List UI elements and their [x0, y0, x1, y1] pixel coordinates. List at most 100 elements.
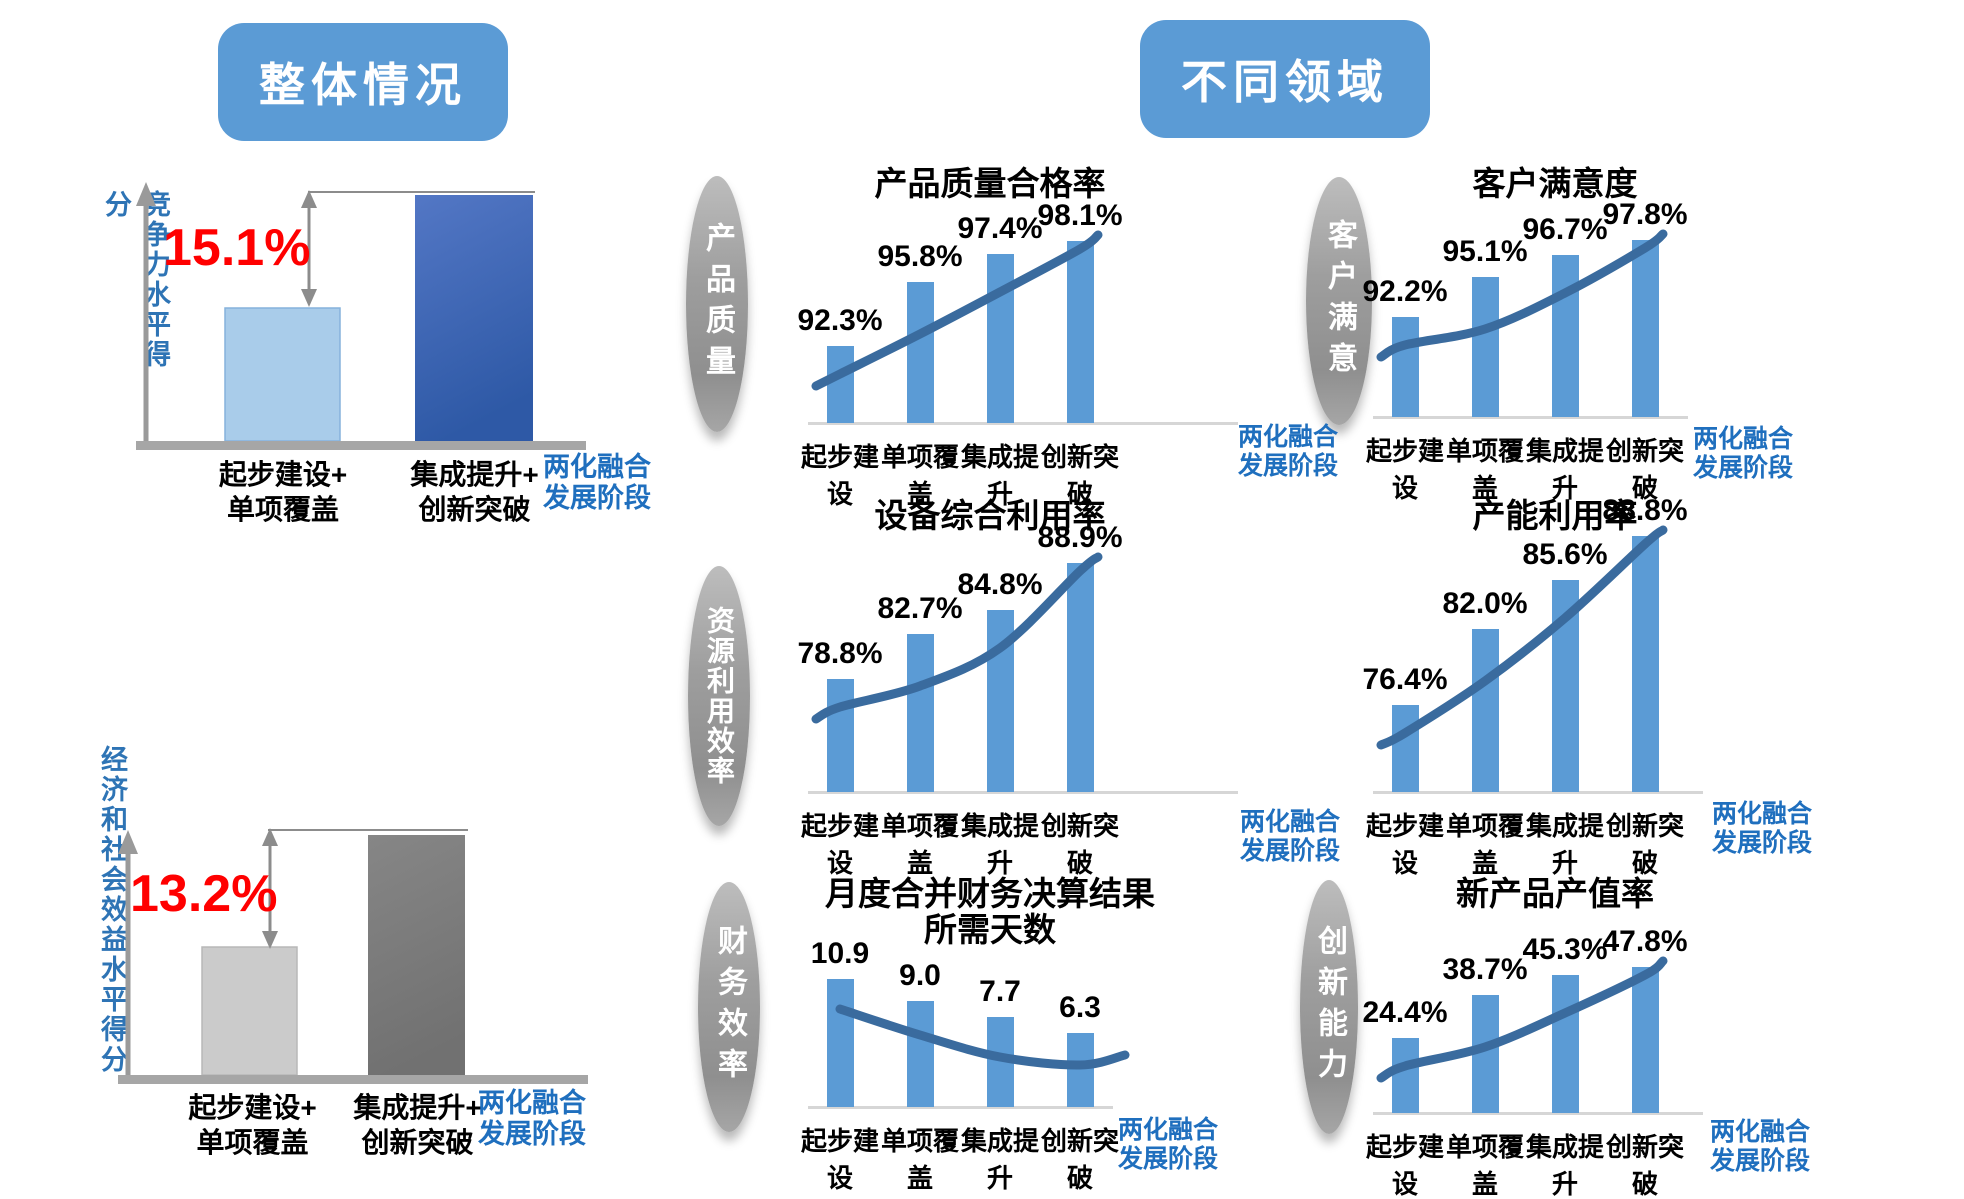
x-axis-baseline — [1373, 1112, 1703, 1115]
bar-集成提升 — [987, 610, 1014, 792]
x-axis-category: 单项覆盖 — [880, 1126, 959, 1193]
x-axis-category: 单项覆盖 — [880, 811, 959, 878]
plot-area: 24.4% 起步建设 38.7% 单项覆盖 45.3% 集成提升 47.8% 创新突破 — [1362, 923, 1715, 1199]
category-label: 资源利用效率 — [704, 606, 735, 786]
x-axis-baseline — [1373, 416, 1688, 419]
overall-benefit-chart — [118, 828, 588, 1084]
plot-area: 78.8% 起步建设 82.7% 单项覆盖 84.8% 集成提升 88.9% 创新突破 — [797, 521, 1238, 878]
bar-起步建设 — [1392, 317, 1419, 417]
x-axis-title-stage: 两化融合 发展阶段 — [543, 452, 651, 514]
mini-chart-monthly-closing-days: 月度合并财务决算结果 所需天数 10.9 起步建设 9.0 单项覆盖 7.7 集成提升 6.… — [801, 868, 1360, 1198]
y-axis-arrowhead-icon — [136, 182, 156, 206]
bar-起步建设 — [827, 679, 854, 792]
x-axis-category: 单项覆盖 — [1445, 811, 1524, 878]
x-axis-category: 起步建设 — [800, 442, 879, 509]
x-axis-category: 起步建设 — [800, 811, 879, 878]
x-axis-category: 集成提升 — [1525, 436, 1604, 503]
bar-单项覆盖 — [1472, 629, 1499, 792]
mini-chart-capacity-utilization: 产能利用率 76.4% 起步建设 82.0% 单项覆盖 85.6% 集成提升 88.8% 创新… — [1362, 490, 1930, 878]
category-ellipse-product-quality: 产品质量 — [686, 176, 748, 432]
chart-title: 新产品产值率 — [1456, 875, 1654, 912]
bar-单项覆盖 — [907, 282, 934, 423]
section-header-overall: 整体情况 — [218, 23, 508, 141]
section-header-domains: 不同领域 — [1140, 20, 1430, 138]
x-axis-baseline — [1373, 791, 1703, 794]
bar-value-label: 10.9 — [810, 937, 870, 970]
x-axis-category: 单项覆盖 — [880, 442, 959, 509]
bar-value-label: 76.4% — [1362, 663, 1448, 696]
x-axis-baseline — [136, 441, 586, 450]
bar-value-label: 24.4% — [1362, 996, 1448, 1029]
x-axis-title-stage: 两化融合 发展阶段 — [1240, 808, 1341, 865]
x-axis-category: 集成提升 — [960, 1126, 1039, 1193]
x-axis-title-stage: 两化融合 发展阶段 — [1693, 425, 1794, 482]
bar-起步建设 — [1392, 1038, 1419, 1113]
bar-value-label: 88.9% — [1037, 521, 1123, 554]
bar-创新突破 — [1632, 240, 1659, 417]
plot-area: 76.4% 起步建设 82.0% 单项覆盖 85.6% 集成提升 88.8% 创新突破 — [1362, 494, 1715, 878]
x-axis-category: 起步建设+ 单项覆盖 — [188, 1092, 317, 1158]
mini-chart-product-pass-rate: 产品质量合格率 92.3% 起步建设 95.8% 单项覆盖 97.4% 集成提升 98.1%… — [797, 158, 1360, 509]
chart-title: 设备综合利用率 — [874, 497, 1106, 534]
bar-创新突破 — [1632, 967, 1659, 1113]
category-ellipse-innovation: 创新能力 — [1300, 880, 1358, 1134]
x-axis-category: 集成提升 — [960, 811, 1039, 878]
bar-value-label: 88.8% — [1602, 494, 1688, 527]
bar-单项覆盖 — [907, 634, 934, 792]
category-ellipse-resource-efficiency: 资源利用效率 — [688, 566, 750, 826]
delta-label-benefit: 13.2% — [130, 865, 278, 923]
bar-value-label: 82.0% — [1442, 587, 1528, 620]
x-axis-baseline — [808, 422, 1238, 425]
bar-value-label: 92.3% — [797, 304, 883, 337]
mini-chart-new-product-output-rate: 新产品产值率 24.4% 起步建设 38.7% 单项覆盖 45.3% 集成提升 47.8% 创… — [1362, 868, 1930, 1199]
category-label: 客户满意 — [1323, 219, 1356, 383]
arrow-up-icon — [301, 190, 317, 208]
plot-area: 10.9 起步建设 9.0 单项覆盖 7.7 集成提升 6.3 创新突破 — [801, 937, 1150, 1193]
x-axis-category: 集成提升 — [1525, 1132, 1604, 1199]
x-axis-title-stage: 两化融合 发展阶段 — [1712, 800, 1813, 857]
bar-起步建设 — [1392, 705, 1419, 792]
bar-value-label: 7.7 — [979, 975, 1021, 1008]
category-ellipse-customer-satisfaction: 客户满意 — [1306, 177, 1372, 425]
bar-value-label: 92.2% — [1362, 275, 1448, 308]
bar-集成提升 — [987, 1017, 1014, 1107]
bar-value-label: 98.1% — [1037, 199, 1123, 232]
mini-chart-equipment-utilization: 设备综合利用率 78.8% 起步建设 82.7% 单项覆盖 84.8% 集成提升 88.9%… — [797, 490, 1360, 878]
y-axis-label-benefit: 经济和社会效益水平得分 — [97, 745, 127, 1075]
bar-集成提升 — [1552, 975, 1579, 1113]
chart-title: 客户满意度 — [1472, 165, 1638, 202]
mini-chart-customer-satisfaction: 客户满意度 92.2% 起步建设 95.1% 单项覆盖 96.7% 集成提升 97.8% 创新… — [1362, 158, 1930, 503]
x-axis-category: 创新突破 — [1605, 811, 1684, 878]
bar-value-label: 97.8% — [1602, 198, 1688, 231]
bar-单项覆盖 — [1472, 995, 1499, 1113]
x-axis-baseline — [808, 791, 1238, 794]
x-axis-title-stage: 两化融合 发展阶段 — [1118, 1116, 1219, 1173]
chart-title: 产品质量合格率 — [874, 165, 1106, 202]
x-axis-baseline — [808, 1106, 1113, 1109]
x-axis-title-stage: 两化融合 发展阶段 — [1238, 423, 1339, 480]
bar-集成提升 — [1552, 255, 1579, 417]
x-axis-category: 创新突破 — [1605, 436, 1684, 503]
bar-创新突破 — [1067, 1033, 1094, 1107]
arrow-down-icon — [301, 289, 317, 307]
x-axis-category: 起步建设 — [1365, 436, 1444, 503]
x-axis-title-stage: 两化融合 发展阶段 — [478, 1088, 586, 1150]
bar-advanced-stage-score — [368, 835, 465, 1075]
x-axis-category: 创新突破 — [1040, 811, 1119, 878]
bar-起步建设 — [827, 346, 854, 423]
bar-value-label: 47.8% — [1602, 925, 1688, 958]
bar-value-label: 84.8% — [957, 568, 1043, 601]
category-label: 创新能力 — [1313, 925, 1346, 1089]
bar-集成提升 — [987, 254, 1014, 423]
bar-value-label: 78.8% — [797, 637, 883, 670]
x-axis-category: 单项覆盖 — [1445, 436, 1524, 503]
bar-value-label: 6.3 — [1059, 991, 1101, 1024]
x-axis-category: 集成提升 — [960, 442, 1039, 509]
arrow-up-icon — [262, 828, 278, 846]
x-axis-title-stage: 两化融合 发展阶段 — [1710, 1118, 1811, 1175]
bar-创新突破 — [1067, 563, 1094, 792]
bar-创新突破 — [1632, 536, 1659, 792]
x-axis-category: 创新突破 — [1040, 1126, 1119, 1193]
x-axis-category: 集成提升 — [1525, 811, 1604, 878]
